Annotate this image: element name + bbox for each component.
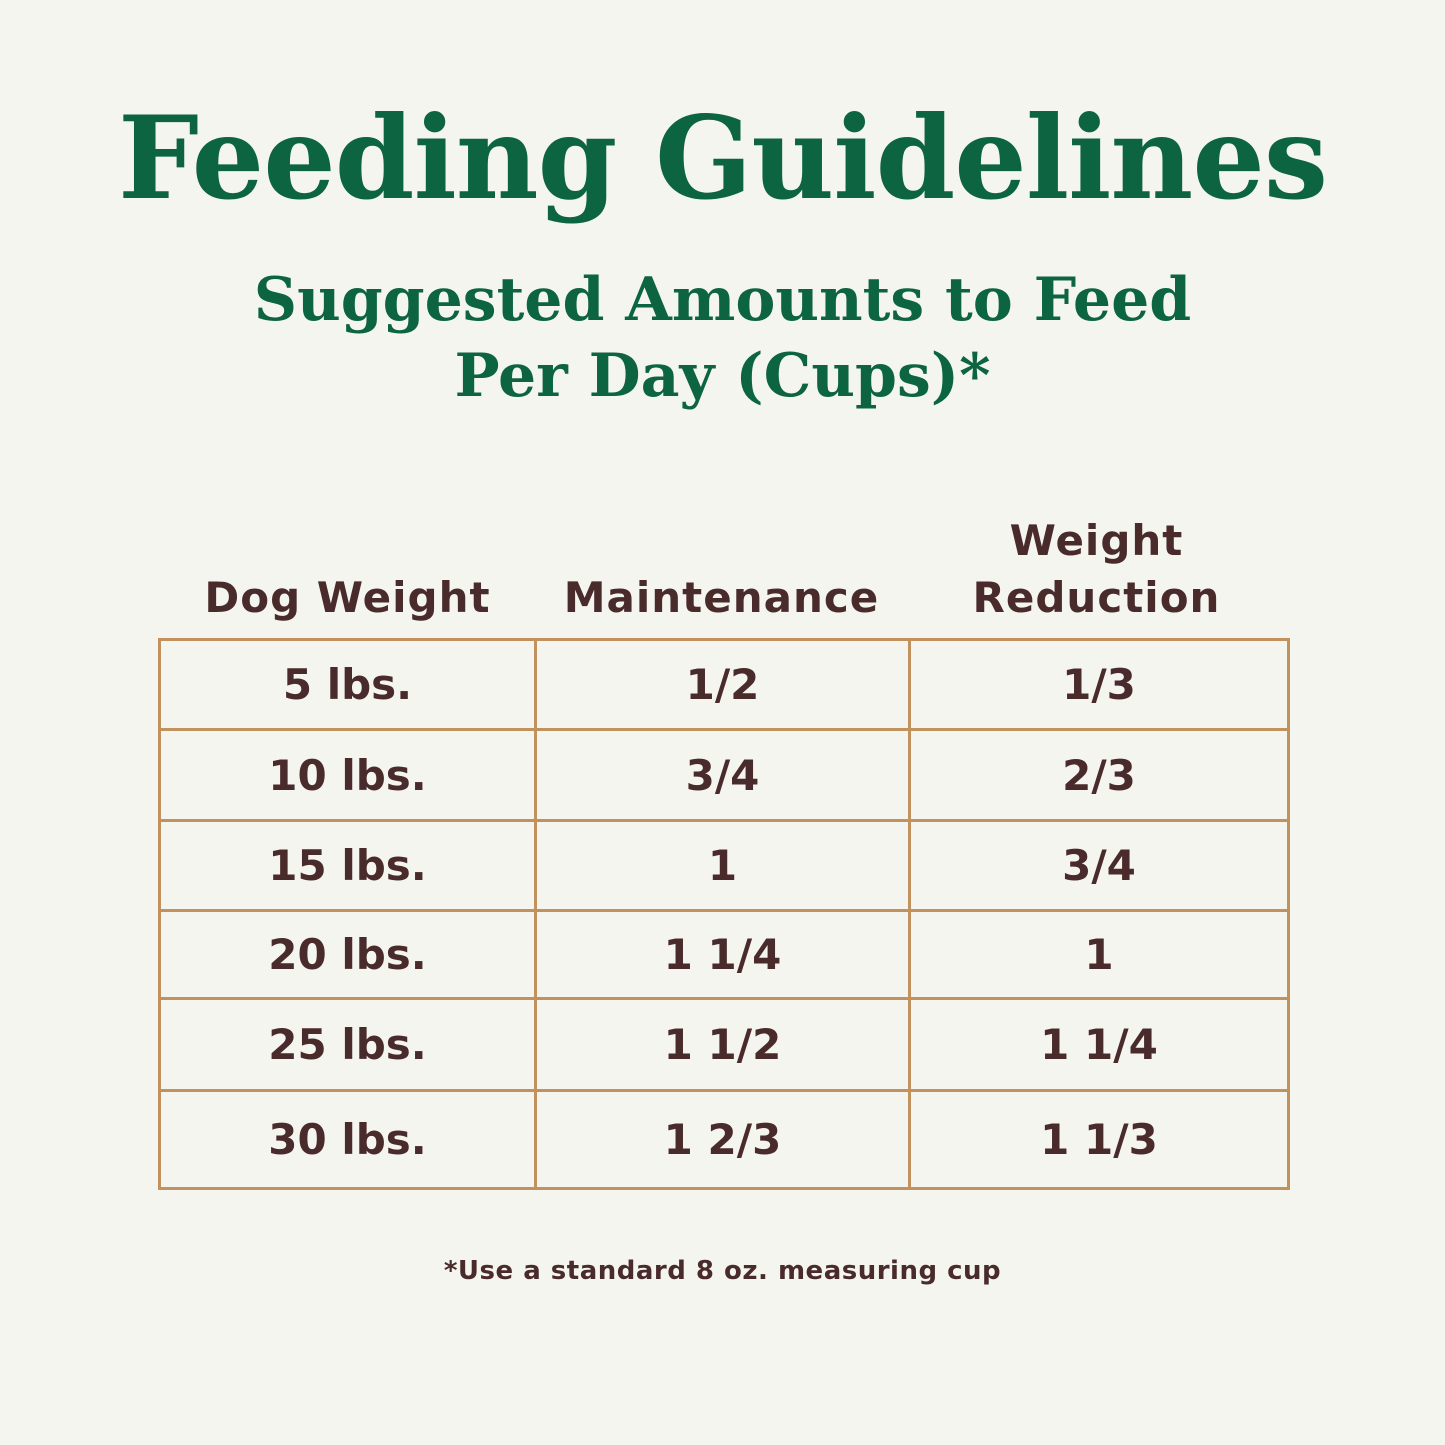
cell-weight-reduction: 1 1/4 (908, 997, 1290, 1092)
cell-maintenance: 1 1/2 (534, 997, 911, 1092)
cell-weight-reduction: 1 (908, 909, 1290, 1000)
cell-weight-reduction: 3/4 (908, 819, 1290, 912)
cell-dog-weight: 30 lbs. (158, 1089, 537, 1190)
cell-dog-weight: 20 lbs. (158, 909, 537, 1000)
table-row: 5 lbs. 1/2 1/3 (158, 638, 1290, 731)
table-row: 30 lbs. 1 2/3 1 1/3 (158, 1089, 1290, 1190)
page-subtitle: Suggested Amounts to Feed Per Day (Cups)… (0, 262, 1445, 414)
cell-maintenance: 1 2/3 (534, 1089, 911, 1190)
cell-weight-reduction: 1 1/3 (908, 1089, 1290, 1190)
cell-maintenance: 1 (534, 819, 911, 912)
column-header-dog-weight: Dog Weight (204, 573, 491, 622)
subtitle-line-1: Suggested Amounts to Feed (253, 265, 1192, 335)
cell-weight-reduction: 1/3 (908, 638, 1290, 731)
cell-maintenance: 1/2 (534, 638, 911, 731)
cell-maintenance: 1 1/4 (534, 909, 911, 1000)
table-row: 25 lbs. 1 1/2 1 1/4 (158, 997, 1290, 1092)
table-row: 20 lbs. 1 1/4 1 (158, 909, 1290, 1000)
page-title: Feeding Guidelines (117, 91, 1328, 225)
feeding-table: 5 lbs. 1/2 1/3 10 lbs. 3/4 2/3 15 lbs. 1… (158, 638, 1290, 1190)
cell-dog-weight: 25 lbs. (158, 997, 537, 1092)
column-header-weight-reduction-line-2: Reduction (972, 573, 1221, 622)
column-header-weight-reduction: Weight Reduction (908, 512, 1285, 626)
table-row: 10 lbs. 3/4 2/3 (158, 728, 1290, 822)
column-header-maintenance: Maintenance (563, 573, 880, 622)
cell-weight-reduction: 2/3 (908, 728, 1290, 822)
table-row: 15 lbs. 1 3/4 (158, 819, 1290, 912)
subtitle-line-2: Per Day (Cups)* (454, 341, 991, 411)
cell-maintenance: 3/4 (534, 728, 911, 822)
footnote: *Use a standard 8 oz. measuring cup (443, 1256, 1002, 1286)
cell-dog-weight: 10 lbs. (158, 728, 537, 822)
cell-dog-weight: 5 lbs. (158, 638, 537, 731)
column-header-weight-reduction-line-1: Weight (1009, 516, 1184, 565)
cell-dog-weight: 15 lbs. (158, 819, 537, 912)
